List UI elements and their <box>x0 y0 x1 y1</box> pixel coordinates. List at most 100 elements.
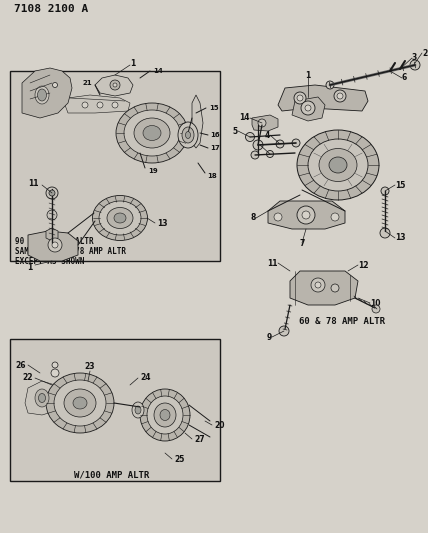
Polygon shape <box>28 231 78 261</box>
Ellipse shape <box>185 132 190 139</box>
Circle shape <box>274 213 282 221</box>
Text: 25: 25 <box>174 455 184 464</box>
Text: 2: 2 <box>422 49 427 58</box>
Ellipse shape <box>132 402 144 418</box>
Circle shape <box>315 282 321 288</box>
Circle shape <box>331 213 339 221</box>
Text: 1: 1 <box>131 59 136 68</box>
Circle shape <box>305 105 311 111</box>
Ellipse shape <box>308 139 368 191</box>
Circle shape <box>51 369 59 377</box>
Text: 26: 26 <box>15 360 26 369</box>
Circle shape <box>311 278 325 292</box>
Circle shape <box>49 190 55 196</box>
Text: 14: 14 <box>240 114 250 123</box>
Ellipse shape <box>329 157 347 173</box>
Ellipse shape <box>182 127 194 143</box>
Circle shape <box>294 92 306 104</box>
Circle shape <box>337 93 343 99</box>
Text: 13: 13 <box>395 233 405 243</box>
Ellipse shape <box>99 201 141 235</box>
Text: 21: 21 <box>82 80 92 86</box>
Ellipse shape <box>135 406 141 414</box>
Polygon shape <box>278 85 368 111</box>
Text: 19: 19 <box>148 168 158 174</box>
Polygon shape <box>25 381 58 415</box>
Text: 17: 17 <box>210 145 220 151</box>
Circle shape <box>47 210 57 220</box>
Text: 24: 24 <box>140 374 151 383</box>
Circle shape <box>52 242 58 248</box>
Circle shape <box>279 326 289 336</box>
Ellipse shape <box>178 122 198 148</box>
Ellipse shape <box>160 409 170 421</box>
Text: 6: 6 <box>402 74 407 83</box>
Polygon shape <box>22 68 72 118</box>
Text: 11: 11 <box>29 180 39 189</box>
Ellipse shape <box>107 207 133 229</box>
Text: 1: 1 <box>305 70 311 79</box>
Circle shape <box>46 187 58 199</box>
Ellipse shape <box>124 110 180 156</box>
Ellipse shape <box>116 103 188 163</box>
Text: 14: 14 <box>153 68 163 74</box>
Text: W/100 AMP ALTR: W/100 AMP ALTR <box>74 471 150 480</box>
Text: 3: 3 <box>412 53 417 62</box>
Ellipse shape <box>39 393 45 402</box>
Circle shape <box>251 151 259 159</box>
Text: 7: 7 <box>299 238 305 247</box>
Circle shape <box>297 206 315 224</box>
Circle shape <box>48 238 62 252</box>
Ellipse shape <box>46 373 114 433</box>
Circle shape <box>380 228 390 238</box>
Text: EXCEPT AS SHOWN: EXCEPT AS SHOWN <box>15 256 84 265</box>
Circle shape <box>82 102 88 108</box>
Text: 20: 20 <box>214 421 225 430</box>
Text: 5: 5 <box>233 126 238 135</box>
Circle shape <box>297 95 303 101</box>
Circle shape <box>302 211 310 219</box>
Circle shape <box>381 187 389 195</box>
Text: 4: 4 <box>265 131 270 140</box>
Text: 90 & 100 AMP ALTR: 90 & 100 AMP ALTR <box>15 237 94 246</box>
Text: 12: 12 <box>358 261 369 270</box>
Polygon shape <box>290 271 358 305</box>
Circle shape <box>331 284 339 292</box>
Ellipse shape <box>143 125 161 141</box>
Polygon shape <box>192 95 203 148</box>
Text: 13: 13 <box>157 220 167 229</box>
Ellipse shape <box>35 86 49 104</box>
Ellipse shape <box>38 89 47 101</box>
Ellipse shape <box>54 380 106 426</box>
Circle shape <box>52 362 58 368</box>
Polygon shape <box>252 115 278 131</box>
Text: SAME AS 60 & 78 AMP ALTR: SAME AS 60 & 78 AMP ALTR <box>15 246 126 255</box>
Polygon shape <box>65 95 130 113</box>
Ellipse shape <box>35 389 49 407</box>
Circle shape <box>112 102 118 108</box>
Ellipse shape <box>154 403 176 427</box>
Text: 27: 27 <box>194 434 205 443</box>
Text: 3: 3 <box>255 141 260 149</box>
Circle shape <box>113 83 117 87</box>
Bar <box>10 339 220 481</box>
Circle shape <box>110 80 120 90</box>
Bar <box>10 71 220 261</box>
Polygon shape <box>292 97 325 121</box>
Circle shape <box>276 140 284 148</box>
Ellipse shape <box>147 396 183 434</box>
Ellipse shape <box>73 397 87 409</box>
Polygon shape <box>268 201 345 229</box>
Text: 60 & 78 AMP ALTR: 60 & 78 AMP ALTR <box>299 317 385 326</box>
Circle shape <box>410 60 420 70</box>
Text: 8: 8 <box>251 214 256 222</box>
Text: 9: 9 <box>267 333 272 342</box>
Text: 1: 1 <box>27 262 32 271</box>
Text: 22: 22 <box>23 374 33 383</box>
Circle shape <box>334 90 346 102</box>
Circle shape <box>253 140 263 150</box>
Circle shape <box>258 119 266 127</box>
Ellipse shape <box>297 130 379 200</box>
Circle shape <box>53 83 57 87</box>
Ellipse shape <box>319 149 357 182</box>
